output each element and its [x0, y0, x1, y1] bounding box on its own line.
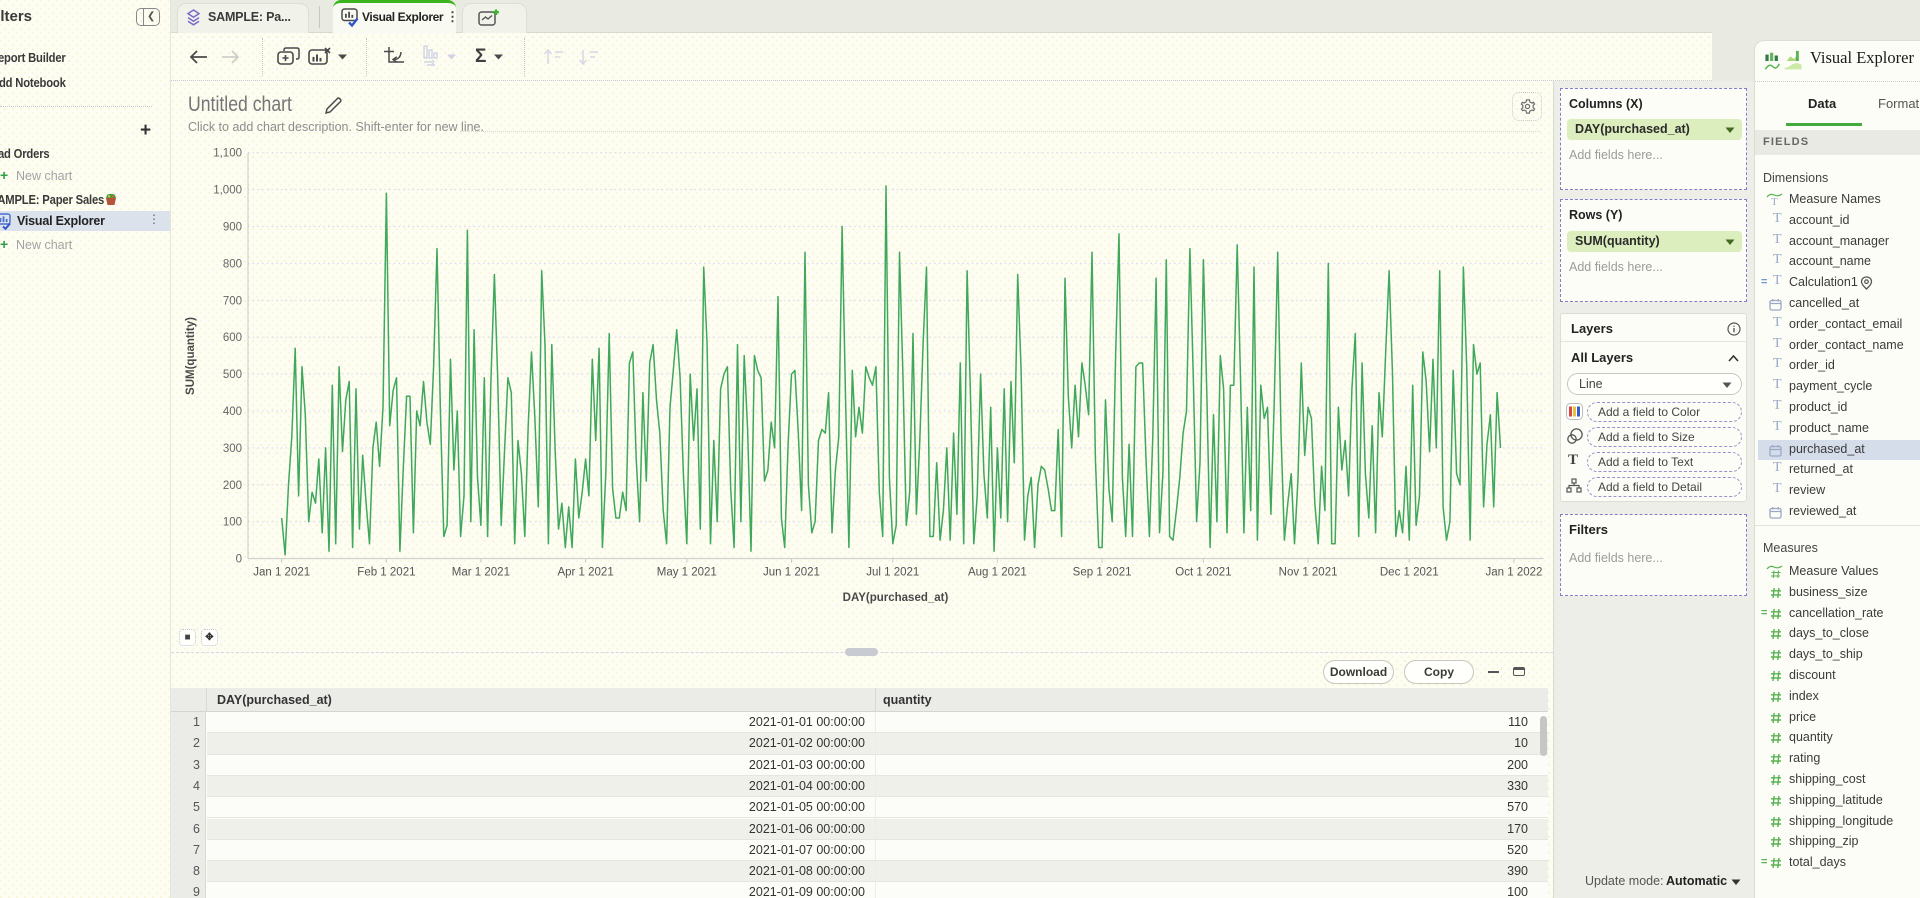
svg-text:Apr 1 2021: Apr 1 2021	[557, 567, 613, 579]
svg-text:Aug 1 2021: Aug 1 2021	[968, 567, 1027, 579]
svg-text:Jan 1 2022: Jan 1 2022	[1486, 567, 1543, 579]
svg-text:Feb 1 2021: Feb 1 2021	[357, 567, 415, 579]
svg-text:700: 700	[223, 295, 242, 307]
svg-text:0: 0	[236, 554, 242, 566]
svg-text:500: 500	[223, 369, 242, 381]
svg-text:400: 400	[223, 406, 242, 418]
svg-text:SUM(quantity): SUM(quantity)	[185, 317, 197, 395]
svg-text:May 1 2021: May 1 2021	[657, 567, 717, 579]
svg-text:Mar 1 2021: Mar 1 2021	[452, 567, 510, 579]
svg-text:Sep 1 2021: Sep 1 2021	[1073, 567, 1132, 579]
svg-text:1,000: 1,000	[213, 185, 242, 197]
svg-text:T: T	[1771, 196, 1778, 207]
svg-text:Jan 1 2021: Jan 1 2021	[253, 567, 310, 579]
svg-text:200: 200	[223, 480, 242, 492]
svg-text:Dec 1 2021: Dec 1 2021	[1380, 567, 1439, 579]
svg-text:300: 300	[223, 443, 242, 455]
svg-text:DAY(purchased_at): DAY(purchased_at)	[843, 592, 949, 604]
svg-text:900: 900	[223, 222, 242, 234]
svg-text:100: 100	[223, 517, 242, 529]
svg-text:1,100: 1,100	[213, 148, 242, 160]
svg-text:Jun 1 2021: Jun 1 2021	[763, 567, 820, 579]
svg-text:Jul 1 2021: Jul 1 2021	[866, 567, 919, 579]
svg-text:Nov 1 2021: Nov 1 2021	[1279, 567, 1338, 579]
svg-text:600: 600	[223, 332, 242, 344]
svg-text:800: 800	[223, 258, 242, 270]
svg-text:Oct 1 2021: Oct 1 2021	[1175, 567, 1231, 579]
